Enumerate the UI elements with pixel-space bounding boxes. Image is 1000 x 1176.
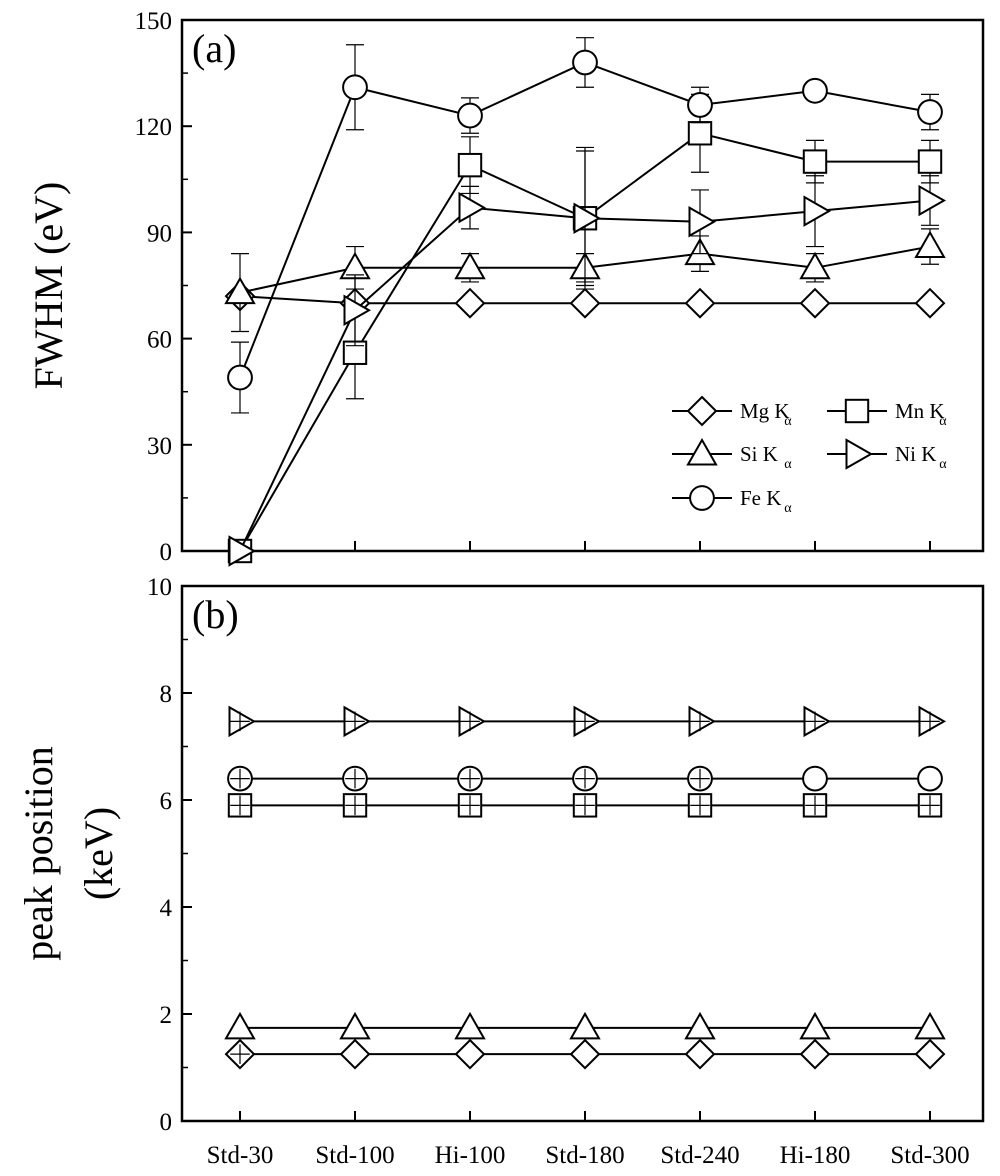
marker-si-k	[569, 1011, 601, 1040]
marker-mg-k	[914, 1038, 946, 1070]
marker-mg-k	[569, 287, 601, 319]
marker-mn-k	[917, 149, 943, 174]
legend-label-fe-k: Fe K	[740, 486, 781, 510]
legend-label-ni-k: Ni K	[895, 442, 936, 466]
legend-subscript-ni-k: α	[939, 457, 947, 472]
x-tick-label: Std-100	[315, 1142, 394, 1169]
marker-mg-k	[339, 1038, 371, 1070]
panel-label: (b)	[192, 592, 239, 637]
marker-ni-k	[918, 184, 947, 217]
marker-ni-k	[343, 294, 372, 327]
y-tick-label: 10	[147, 574, 172, 601]
y-axis-title-line2: (keV)	[76, 807, 121, 900]
marker-mg-k	[454, 287, 486, 319]
marker-si-k	[454, 251, 486, 280]
legend-marker-fe-k	[689, 485, 715, 511]
marker-si-k	[224, 276, 256, 305]
marker-mg-k	[454, 1038, 486, 1070]
marker-fe-k	[802, 765, 828, 792]
legend-marker-si-k	[686, 437, 718, 466]
legend-subscript-fe-k: α	[784, 501, 792, 516]
marker-fe-k	[687, 92, 713, 118]
marker-si-k	[684, 1011, 716, 1040]
marker-mg-k	[914, 287, 946, 319]
legend-label-si-k: Si K	[740, 442, 778, 466]
plot-frame-1	[180, 584, 985, 1123]
y-tick-label: 90	[147, 220, 172, 247]
legend-subscript-mn-k: α	[939, 414, 947, 429]
marker-ni-k	[458, 191, 487, 224]
marker-si-k	[799, 251, 831, 280]
marker-ni-k	[228, 535, 257, 567]
marker-ni-k	[688, 206, 717, 238]
legend-subscript-si-k: α	[784, 457, 792, 472]
marker-si-k	[914, 230, 946, 259]
marker-fe-k	[572, 49, 598, 76]
y-tick-label: 0	[160, 539, 173, 566]
legend-marker-ni-k	[845, 438, 874, 470]
y-tick-label: 150	[135, 8, 173, 35]
marker-mg-k	[569, 1038, 601, 1070]
legend-subscript-mg-k: α	[784, 414, 792, 429]
marker-mg-k	[799, 1038, 831, 1070]
marker-fe-k	[227, 364, 253, 391]
marker-mn-k	[802, 149, 828, 174]
marker-fe-k	[917, 765, 943, 792]
marker-ni-k	[573, 202, 602, 234]
marker-mg-k	[799, 287, 831, 319]
marker-fe-k	[802, 77, 828, 104]
legend-marker-mg-k	[686, 395, 718, 427]
panel-b: 0 2 4 6 8 10 Std-30 Std-100 Hi-100 Std-180 Std-240…	[16, 574, 985, 1169]
y-tick-label: 6	[160, 788, 173, 815]
legend-label-mn-k: Mn K	[895, 399, 945, 423]
y-tick-label: 8	[160, 681, 173, 708]
y-tick-label: 30	[147, 433, 172, 460]
legend-marker-mn-k	[844, 398, 870, 424]
y-tick-label: 0	[160, 1109, 173, 1136]
marker-ni-k	[803, 195, 832, 227]
x-tick-label: Std-30	[207, 1142, 274, 1169]
marker-mn-k	[687, 121, 713, 146]
x-tick-label: Std-180	[545, 1142, 624, 1169]
x-tick-label: Hi-100	[435, 1142, 506, 1169]
y-tick-label: 2	[160, 1002, 173, 1029]
y-axis-title: FWHM (eV)	[26, 182, 71, 390]
y-axis-title-line1: peak position	[16, 746, 61, 960]
marker-mg-k	[684, 287, 716, 319]
marker-fe-k	[457, 102, 483, 129]
marker-mg-k	[684, 1038, 716, 1070]
marker-mn-k	[457, 152, 483, 178]
x-tick-label: Std-240	[660, 1142, 739, 1169]
y-tick-label: 60	[147, 327, 172, 354]
y-tick-label: 120	[135, 114, 173, 141]
x-tick-label: Hi-180	[780, 1142, 851, 1169]
marker-fe-k	[342, 74, 368, 101]
marker-si-k	[454, 1011, 486, 1040]
x-tick-label: Std-300	[890, 1142, 969, 1169]
panel-label: (a)	[192, 26, 236, 71]
legend-label-mg-k: Mg K	[740, 399, 790, 423]
marker-si-k	[224, 1011, 256, 1040]
y-tick-label: 4	[160, 895, 173, 922]
marker-si-k	[799, 1011, 831, 1040]
marker-fe-k	[917, 99, 943, 125]
marker-si-k	[914, 1011, 946, 1040]
marker-si-k	[339, 1011, 371, 1040]
